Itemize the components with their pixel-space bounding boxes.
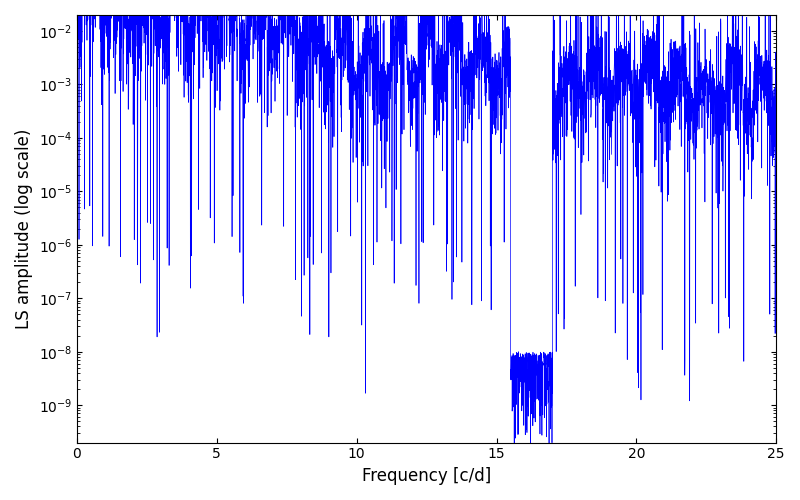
Y-axis label: LS amplitude (log scale): LS amplitude (log scale) [15,128,33,329]
X-axis label: Frequency [c/d]: Frequency [c/d] [362,467,491,485]
